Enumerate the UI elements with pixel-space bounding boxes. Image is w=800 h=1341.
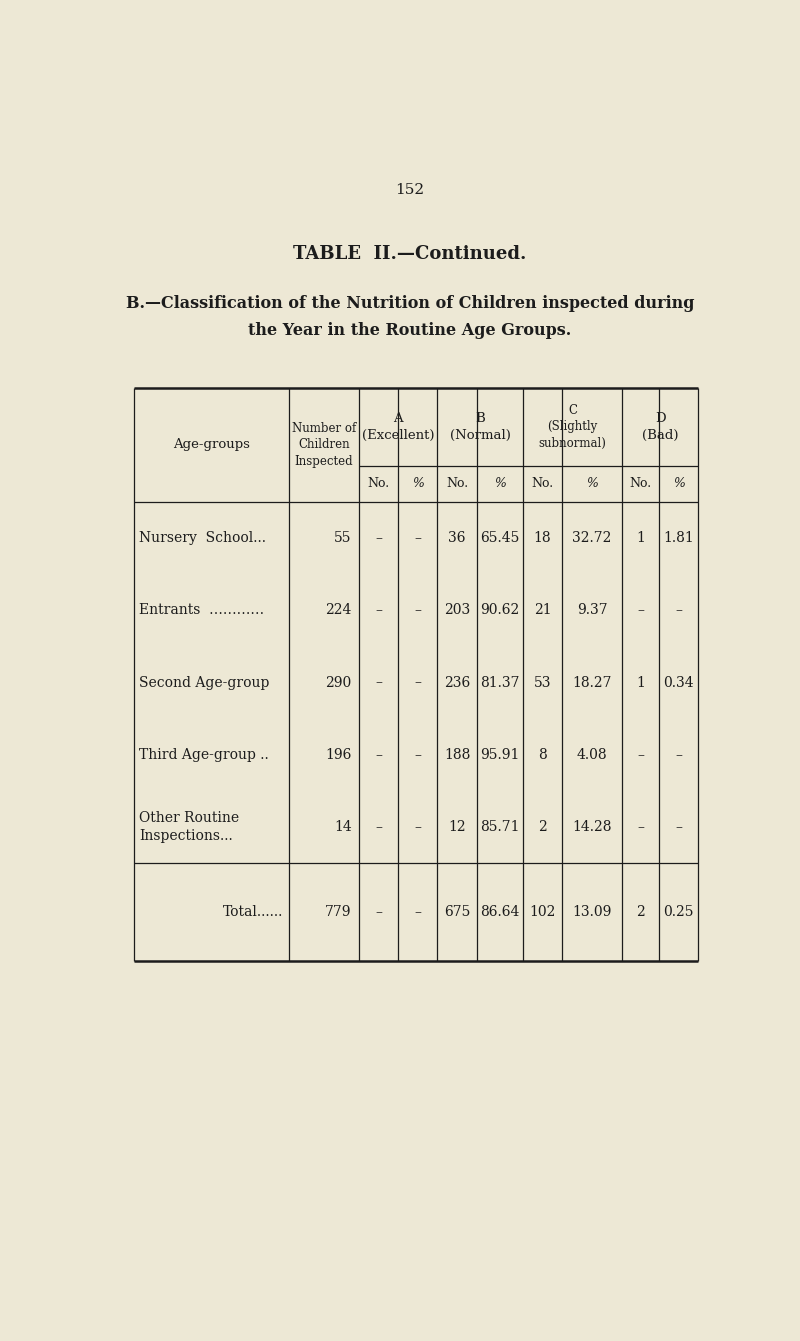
- Text: 224: 224: [326, 603, 352, 617]
- Text: 14.28: 14.28: [573, 821, 612, 834]
- Text: –: –: [675, 821, 682, 834]
- Text: –: –: [638, 748, 644, 762]
- Text: 21: 21: [534, 603, 551, 617]
- Text: –: –: [375, 603, 382, 617]
- Text: 236: 236: [444, 676, 470, 689]
- Text: No.: No.: [531, 477, 554, 489]
- Text: No.: No.: [367, 477, 390, 489]
- Text: %: %: [494, 477, 506, 489]
- Text: 152: 152: [395, 182, 425, 197]
- Text: 8: 8: [538, 748, 547, 762]
- Text: 779: 779: [325, 905, 352, 920]
- Text: No.: No.: [630, 477, 652, 489]
- Text: Entrants  …………: Entrants …………: [139, 603, 264, 617]
- Text: Number of
Children
Inspected: Number of Children Inspected: [292, 422, 356, 468]
- Text: –: –: [375, 676, 382, 689]
- Text: –: –: [414, 676, 421, 689]
- Text: 81.37: 81.37: [481, 676, 520, 689]
- Text: 188: 188: [444, 748, 470, 762]
- Text: Second Age-group: Second Age-group: [139, 676, 270, 689]
- Text: Other Routine
Inspections...: Other Routine Inspections...: [139, 811, 239, 843]
- Text: TABLE  II.—Continued.: TABLE II.—Continued.: [294, 245, 526, 263]
- Text: –: –: [414, 603, 421, 617]
- Text: 13.09: 13.09: [573, 905, 612, 920]
- Text: No.: No.: [446, 477, 468, 489]
- Text: %: %: [586, 477, 598, 489]
- Text: 36: 36: [449, 531, 466, 544]
- Text: 32.72: 32.72: [573, 531, 612, 544]
- Text: 1.81: 1.81: [663, 531, 694, 544]
- Text: D
(Bad): D (Bad): [642, 412, 678, 441]
- Text: –: –: [414, 905, 421, 920]
- Text: Age-groups: Age-groups: [173, 439, 250, 452]
- Text: 1: 1: [637, 676, 646, 689]
- Text: 0.34: 0.34: [663, 676, 694, 689]
- Text: –: –: [675, 603, 682, 617]
- Text: –: –: [414, 821, 421, 834]
- Text: the Year in the Routine Age Groups.: the Year in the Routine Age Groups.: [248, 322, 572, 339]
- Text: –: –: [675, 748, 682, 762]
- Text: –: –: [375, 821, 382, 834]
- Text: B
(Normal): B (Normal): [450, 412, 510, 441]
- Text: 9.37: 9.37: [577, 603, 607, 617]
- Text: 95.91: 95.91: [481, 748, 520, 762]
- Text: 18: 18: [534, 531, 551, 544]
- Text: A
(Excellent): A (Excellent): [362, 412, 434, 441]
- Text: –: –: [375, 905, 382, 920]
- Text: –: –: [375, 748, 382, 762]
- Text: 12: 12: [448, 821, 466, 834]
- Text: 290: 290: [326, 676, 352, 689]
- Text: 14: 14: [334, 821, 352, 834]
- Text: 18.27: 18.27: [573, 676, 612, 689]
- Text: C
(Slightly
subnormal): C (Slightly subnormal): [538, 404, 606, 449]
- Text: –: –: [638, 821, 644, 834]
- Text: Total......: Total......: [223, 905, 284, 920]
- Text: –: –: [375, 531, 382, 544]
- Text: B.—Classification of the Nutrition of Children inspected during: B.—Classification of the Nutrition of Ch…: [126, 295, 694, 312]
- Text: Nursery  School...: Nursery School...: [139, 531, 266, 544]
- Text: –: –: [638, 603, 644, 617]
- Text: 102: 102: [530, 905, 556, 920]
- Text: 675: 675: [444, 905, 470, 920]
- Text: 90.62: 90.62: [481, 603, 520, 617]
- Text: –: –: [414, 531, 421, 544]
- Text: 55: 55: [334, 531, 352, 544]
- Text: 86.64: 86.64: [481, 905, 520, 920]
- Text: –: –: [414, 748, 421, 762]
- Text: 196: 196: [326, 748, 352, 762]
- Text: 0.25: 0.25: [663, 905, 694, 920]
- Text: 1: 1: [637, 531, 646, 544]
- Text: 65.45: 65.45: [481, 531, 520, 544]
- Text: 2: 2: [538, 821, 547, 834]
- Text: 53: 53: [534, 676, 551, 689]
- Text: %: %: [673, 477, 685, 489]
- Text: 85.71: 85.71: [481, 821, 520, 834]
- Text: %: %: [412, 477, 423, 489]
- Text: 4.08: 4.08: [577, 748, 607, 762]
- Text: 203: 203: [444, 603, 470, 617]
- Text: 2: 2: [637, 905, 646, 920]
- Text: Third Age-group ..: Third Age-group ..: [139, 748, 269, 762]
